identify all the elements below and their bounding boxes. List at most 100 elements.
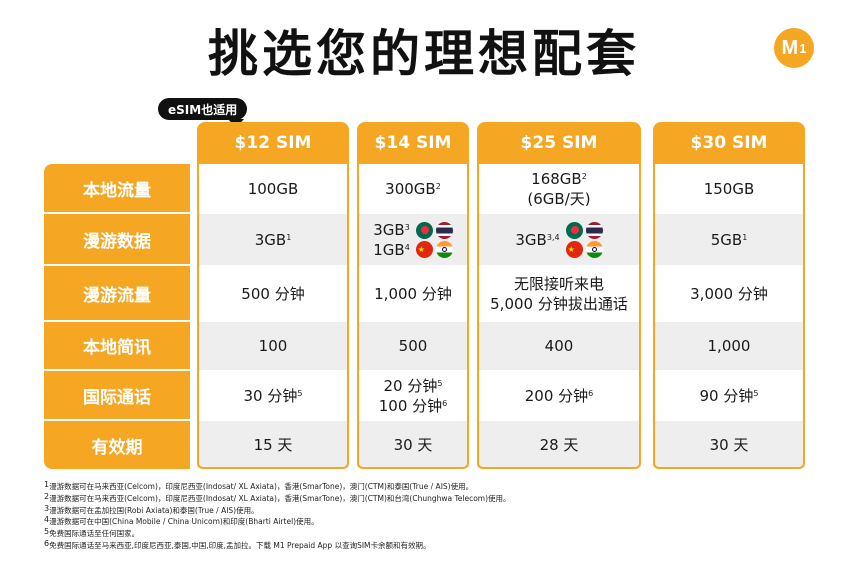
- cell-line: 5,000 分钟拔出通话: [490, 294, 628, 314]
- cell-value: 30 分钟: [243, 386, 298, 405]
- cell-value: 1,000 分钟: [374, 284, 452, 303]
- footnote-ref: 2: [435, 181, 441, 191]
- cell-line: 100 分钟6: [379, 396, 448, 416]
- cell-line: 300GB2: [385, 179, 441, 199]
- cell-line: 200 分钟6: [525, 386, 594, 406]
- table-cell: 150GB: [653, 164, 805, 213]
- cell-value: 15 天: [253, 435, 293, 454]
- cell-line: 1GB4: [373, 240, 410, 260]
- footnote: 6免费国际通话至马来西亚,印度尼西亚,泰国,中国,印度,孟加拉。下载 M1 Pr…: [44, 538, 511, 552]
- cell-line: 1,000: [708, 336, 751, 356]
- footnote: 4漫游数据可在中国(China Mobile / China Unicom)和印…: [44, 515, 511, 528]
- cell-value: 无限接听来电: [513, 274, 604, 293]
- row-label: 本地流量: [44, 164, 190, 212]
- flag-bd-icon: [415, 221, 433, 239]
- row-label: 漫游流量: [44, 266, 190, 320]
- cell-value: 200 分钟: [524, 386, 589, 405]
- table-cell: 30 分钟5: [197, 371, 349, 420]
- cell-value: 20 分钟: [383, 376, 438, 395]
- cell-line: 20 分钟5: [379, 376, 448, 396]
- footnote-ref: 6: [442, 398, 448, 408]
- cell-value: 3,000 分钟: [690, 284, 768, 303]
- flag-th-icon: [435, 221, 453, 239]
- cell-value: 150GB: [703, 179, 755, 198]
- footnote-text: 漫游数据可在孟加拉国(Robi Axiata)和泰国(True / AIS)使用…: [49, 505, 259, 515]
- cell-line: 100GB: [248, 179, 299, 199]
- footnote-ref: 2: [581, 171, 587, 181]
- cell-value: (6GB/天): [527, 189, 591, 208]
- flag-in-icon: [585, 240, 603, 258]
- table-cell: 3,000 分钟: [653, 266, 805, 321]
- table-cell: 200 分钟6: [477, 371, 641, 420]
- cell-line: 30 天: [394, 435, 433, 455]
- footnote-ref: 1: [742, 232, 748, 242]
- table-cell: 无限接听来电 5,000 分钟拔出通话: [477, 266, 641, 321]
- cell-line: 400: [545, 336, 574, 356]
- cell-value: 28 天: [539, 435, 579, 454]
- esim-badge: eSIM也适用: [158, 98, 248, 128]
- cell-value: 5,000 分钟拔出通话: [490, 294, 628, 313]
- cell-line: (6GB/天): [527, 189, 590, 209]
- plan-header-4: $30 SIM: [653, 122, 805, 164]
- cell-value: 1,000: [707, 337, 751, 355]
- cell-line: 3GB1: [255, 230, 292, 250]
- footnote-ref: 5: [437, 378, 443, 388]
- table-cell: 100: [197, 322, 349, 370]
- footnote-ref: 4: [404, 242, 410, 252]
- cell-value: 100GB: [247, 179, 299, 198]
- footnote-number: 6: [44, 538, 50, 548]
- cell-line: 3GB3,4: [515, 230, 559, 250]
- footnote-ref: 5: [297, 388, 303, 398]
- table-cell: 3GB3,4: [477, 214, 641, 265]
- cell-line: 150GB: [704, 179, 755, 199]
- flag-cn-icon: [565, 240, 583, 260]
- cell-value: 90 分钟: [699, 386, 754, 405]
- cell-value: 168GB: [531, 169, 582, 188]
- row-label: 本地简讯: [44, 322, 190, 369]
- cell-line: 100: [259, 336, 288, 356]
- table-cell: 20 分钟5 100 分钟6: [357, 371, 469, 420]
- table-cell: 30 天: [653, 421, 805, 468]
- footnote-number: 4: [44, 515, 50, 525]
- table-cell: 300GB2: [357, 164, 469, 213]
- table-cell: 3GB3 1GB4: [357, 214, 469, 265]
- table-cell: 500: [357, 322, 469, 370]
- cell-value: 3GB: [515, 230, 547, 249]
- plan-header-2: $14 SIM: [357, 122, 469, 164]
- footnote-number: 3: [44, 503, 50, 513]
- table-cell: 500 分钟: [197, 266, 349, 321]
- footnotes: 1漫游数据可在马来西亚(Celcom)，印度尼西亚(Indosat/ XL Ax…: [44, 480, 511, 552]
- footnote-ref: 1: [286, 232, 292, 242]
- table-cell: 15 天: [197, 421, 349, 468]
- cell-value: 3GB: [373, 220, 405, 239]
- footnote: 2漫游数据可在马来西亚(Celcom)，印度尼西亚(Indosat/ XL Ax…: [44, 492, 511, 505]
- flag-cn-icon: [415, 240, 433, 260]
- cell-line: 15 天: [254, 435, 293, 455]
- footnote: 3漫游数据可在孟加拉国(Robi Axiata)和泰国(True / AIS)使…: [44, 503, 511, 517]
- cell-line: 3,000 分钟: [690, 284, 768, 304]
- cell-line: 168GB2: [527, 169, 590, 189]
- flag-bd-icon: [565, 221, 583, 239]
- cell-line: 90 分钟5: [700, 386, 759, 406]
- table-cell: 1,000: [653, 322, 805, 370]
- country-flags: [565, 221, 603, 260]
- cell-line: 500 分钟: [241, 284, 304, 304]
- table-cell: 90 分钟5: [653, 371, 805, 420]
- country-flags: [415, 221, 453, 260]
- table-cell: 100GB: [197, 164, 349, 213]
- cell-line: 5GB1: [711, 230, 748, 250]
- footnote-text: 免费国际通话至任何国家。: [49, 529, 140, 539]
- flag-in-icon: [435, 240, 453, 258]
- table-cell: 1,000 分钟: [357, 266, 469, 321]
- cell-value: 300GB: [385, 179, 436, 198]
- plan-header-1: $12 SIM: [197, 122, 349, 164]
- table-cell: 3GB1: [197, 214, 349, 265]
- footnote-text: 免费国际通话至马来西亚,印度尼西亚,泰国,中国,印度,孟加拉。下载 M1 Pre…: [49, 540, 431, 550]
- footnote-ref: 3,4: [546, 232, 560, 242]
- cell-line: 1,000 分钟: [374, 284, 452, 304]
- footnote: 1漫游数据可在马来西亚(Celcom)，印度尼西亚(Indosat/ XL Ax…: [44, 480, 511, 493]
- row-label: 漫游数据: [44, 214, 190, 264]
- cell-value: 30 天: [709, 435, 749, 454]
- cell-line: 30 天: [710, 435, 749, 455]
- footnote-number: 5: [44, 527, 50, 537]
